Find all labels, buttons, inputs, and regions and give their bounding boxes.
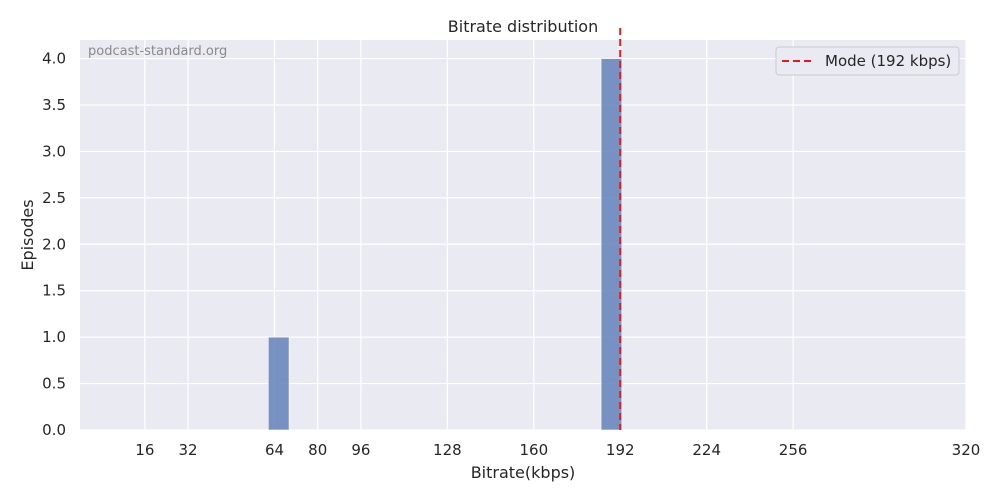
- x-tick-label: 16: [135, 441, 154, 459]
- y-tick-label: 3.0: [42, 142, 66, 160]
- x-tick-label: 256: [779, 441, 808, 459]
- x-tick-label: 192: [606, 441, 635, 459]
- x-tick-label: 224: [692, 441, 721, 459]
- y-tick-label: 1.5: [42, 282, 66, 300]
- watermark: podcast-standard.org: [88, 44, 227, 59]
- legend-box: [775, 46, 960, 76]
- x-tick-label: 160: [519, 441, 548, 459]
- y-tick-label: 4.0: [42, 50, 66, 68]
- y-tick-label: 3.5: [42, 96, 66, 114]
- x-tick-label: 96: [351, 441, 370, 459]
- chart-title: Bitrate distribution: [448, 17, 598, 36]
- x-tick-label: 32: [179, 441, 198, 459]
- y-tick-labels: 0.0 0.5 1.0 1.5 2.0 2.5 3.0 3.5 4.0: [42, 50, 66, 439]
- x-tick-label: 80: [308, 441, 327, 459]
- y-axis-title: Episodes: [18, 199, 37, 270]
- legend-mode-label: Mode (192 kbps): [825, 52, 951, 70]
- y-tick-label: 2.5: [42, 189, 66, 207]
- histogram-bar: [267, 336, 290, 431]
- y-tick-label: 2.0: [42, 235, 66, 253]
- x-tick-label: 128: [433, 441, 462, 459]
- histogram-bar: [600, 58, 623, 431]
- y-tick-label: 0.5: [42, 375, 66, 393]
- x-tick-label: 320: [952, 441, 981, 459]
- grid-layer: [80, 40, 967, 431]
- legend: Mode (192 kbps): [775, 46, 960, 76]
- x-tick-labels: 16 32 64 80 96 128 160 192 224 256 320: [135, 441, 980, 459]
- bar-layer: [267, 58, 623, 431]
- y-tick-label: 1.0: [42, 328, 66, 346]
- x-tick-label: 64: [265, 441, 284, 459]
- x-axis-title: Bitrate(kbps): [471, 463, 576, 482]
- plot-background: [80, 40, 966, 430]
- y-tick-label: 0.0: [42, 421, 66, 439]
